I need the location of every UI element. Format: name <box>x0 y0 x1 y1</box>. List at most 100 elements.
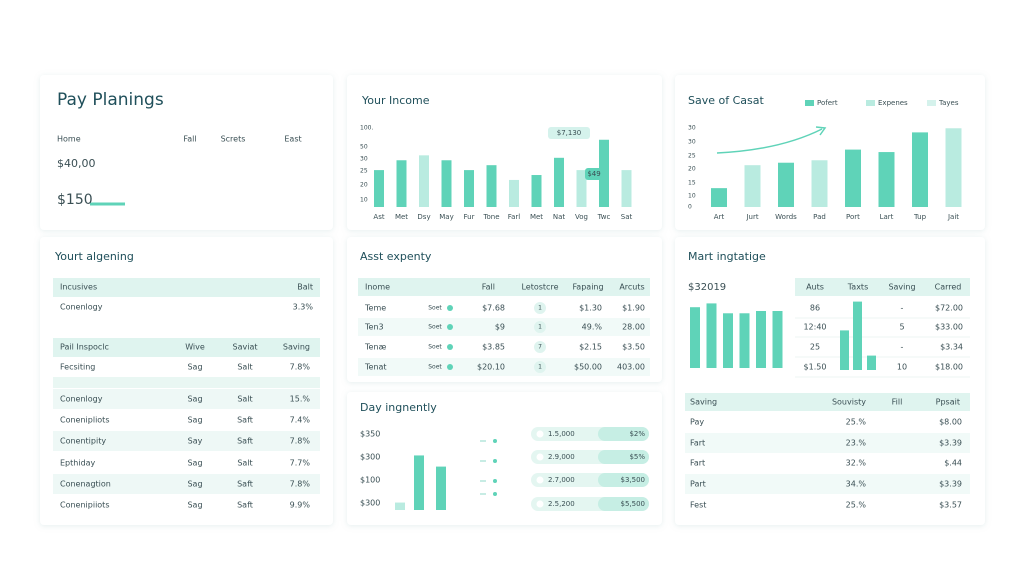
pill-dot <box>536 453 544 461</box>
x-label: Tup <box>913 213 927 221</box>
table-header <box>53 278 320 297</box>
legend-swatch <box>866 100 875 106</box>
row-band <box>358 358 650 376</box>
panel-title: Pay Planings <box>57 90 164 110</box>
trend-arrow <box>716 128 823 154</box>
bar <box>778 162 794 207</box>
cell: Salt <box>237 363 252 372</box>
y-label: $300 <box>360 499 380 508</box>
cell: Epthiday <box>60 459 96 468</box>
header: Saving <box>283 343 310 352</box>
bar <box>531 175 542 207</box>
table-header <box>685 393 970 411</box>
callout <box>548 127 590 139</box>
cell: Fart <box>690 459 705 468</box>
cell: Conenagtion <box>60 480 111 489</box>
y-label: 10 <box>360 197 368 204</box>
cell: 49.% <box>582 323 603 332</box>
cell: Fecsiting <box>60 363 95 372</box>
cell: 12:40 <box>803 323 826 332</box>
pill-text: $5% <box>629 453 645 461</box>
y-label: 10 <box>688 193 696 200</box>
x-label: Twc <box>597 213 611 221</box>
pill-accent <box>598 497 649 511</box>
cell: $33.00 <box>935 323 963 332</box>
cell: Fart <box>690 439 705 448</box>
bar <box>441 160 452 207</box>
panel-title: Mart ingtatige <box>688 250 766 263</box>
bar <box>419 155 429 207</box>
y-label: $350 <box>360 430 380 439</box>
pill-text: $3,500 <box>621 476 646 484</box>
arrow-head <box>815 126 827 136</box>
tag-dot <box>447 364 453 370</box>
bar <box>723 313 733 368</box>
cell: Sag <box>187 363 202 372</box>
panel <box>40 75 333 230</box>
header: Home <box>57 135 81 144</box>
badge <box>534 341 546 353</box>
callout-text: $49 <box>587 170 600 178</box>
header: Incusives <box>60 283 97 292</box>
pill-text: 2.9,000 <box>548 453 575 461</box>
bar <box>621 170 632 207</box>
amount: $150 <box>57 192 93 208</box>
cell: $20.10 <box>477 363 505 372</box>
callout <box>585 168 603 180</box>
cell: 9.9% <box>290 501 311 510</box>
x-label: Art <box>714 213 725 221</box>
pill-text: $2% <box>629 430 645 438</box>
panel-title: Asst expenty <box>360 250 432 263</box>
cell: Teme <box>364 304 386 313</box>
cell: $3.39 <box>939 439 962 448</box>
tag: Soet <box>428 305 442 312</box>
cell: Sag <box>187 459 202 468</box>
header: Saving <box>888 283 915 292</box>
cell: $3.57 <box>939 501 962 510</box>
cell: Saft <box>237 416 253 425</box>
cell: $1.90 <box>622 304 645 313</box>
table-header <box>358 278 650 296</box>
bar <box>509 179 519 207</box>
x-label: Jurt <box>745 213 758 221</box>
bar <box>599 139 609 207</box>
x-label: Tone <box>482 213 499 221</box>
cell: 7.8% <box>290 480 311 489</box>
cell: Saft <box>237 480 253 489</box>
cell: - <box>901 304 904 313</box>
bar <box>945 128 962 207</box>
cell: $3.39 <box>939 480 962 489</box>
callout-text: $7,130 <box>557 129 582 137</box>
bar <box>711 188 727 207</box>
x-label: Port <box>846 213 860 221</box>
header: Inome <box>365 283 390 292</box>
y-label: 100. <box>360 125 373 132</box>
header: East <box>284 135 301 144</box>
bar <box>912 132 928 207</box>
x-label: Sat <box>621 213 633 221</box>
table-header <box>795 278 970 296</box>
header: Screts <box>221 135 246 144</box>
x-label: Vog <box>575 213 588 221</box>
bar <box>690 307 700 368</box>
tag: Soet <box>428 324 442 331</box>
cell: Fest <box>690 501 706 510</box>
pill-dot <box>536 476 544 484</box>
badge <box>534 321 546 333</box>
bar <box>554 157 564 207</box>
header: Carred <box>935 283 962 292</box>
bar <box>395 502 405 510</box>
tag-dot <box>447 305 453 311</box>
cell: 7.8% <box>290 437 311 446</box>
cell: 25 <box>810 343 820 352</box>
pill-dot <box>536 430 544 438</box>
bar <box>739 313 750 368</box>
header: Fill <box>892 398 903 407</box>
cell: 28.00 <box>622 323 645 332</box>
cell: $72.00 <box>935 304 963 313</box>
cell: 5 <box>899 323 904 332</box>
header: Fall <box>183 135 196 144</box>
header: Souvisty <box>832 398 866 407</box>
bar <box>811 160 828 207</box>
y-label: 25 <box>688 153 696 160</box>
